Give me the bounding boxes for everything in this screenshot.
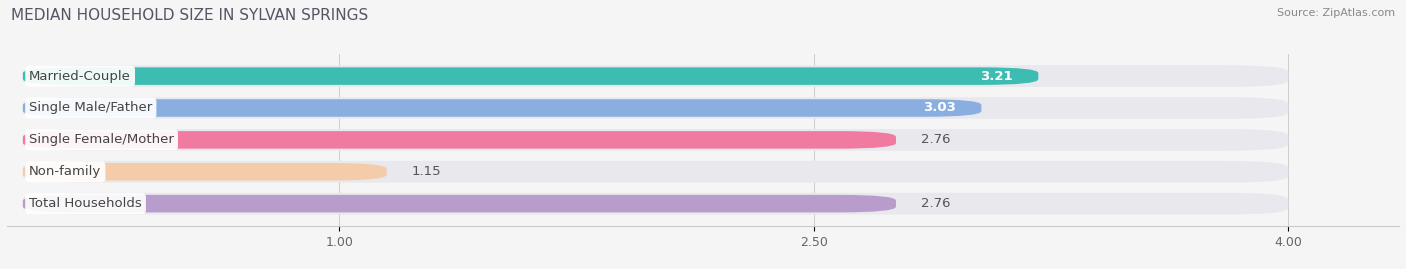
Text: Single Male/Father: Single Male/Father (30, 101, 152, 115)
Text: 3.03: 3.03 (924, 101, 956, 115)
Text: 3.21: 3.21 (980, 70, 1012, 83)
FancyBboxPatch shape (22, 129, 1288, 151)
Text: Non-family: Non-family (30, 165, 101, 178)
Text: 2.76: 2.76 (921, 197, 950, 210)
FancyBboxPatch shape (22, 195, 896, 213)
FancyBboxPatch shape (22, 193, 1288, 214)
Text: MEDIAN HOUSEHOLD SIZE IN SYLVAN SPRINGS: MEDIAN HOUSEHOLD SIZE IN SYLVAN SPRINGS (11, 8, 368, 23)
FancyBboxPatch shape (22, 99, 981, 117)
FancyBboxPatch shape (22, 97, 1288, 119)
Text: 1.15: 1.15 (412, 165, 441, 178)
Text: Total Households: Total Households (30, 197, 142, 210)
FancyBboxPatch shape (22, 65, 1288, 87)
FancyBboxPatch shape (22, 131, 896, 149)
Text: Single Female/Mother: Single Female/Mother (30, 133, 174, 146)
FancyBboxPatch shape (22, 161, 1288, 183)
Text: 2.76: 2.76 (921, 133, 950, 146)
FancyBboxPatch shape (22, 163, 387, 180)
Text: Source: ZipAtlas.com: Source: ZipAtlas.com (1277, 8, 1395, 18)
FancyBboxPatch shape (22, 67, 1039, 85)
Text: Married-Couple: Married-Couple (30, 70, 131, 83)
